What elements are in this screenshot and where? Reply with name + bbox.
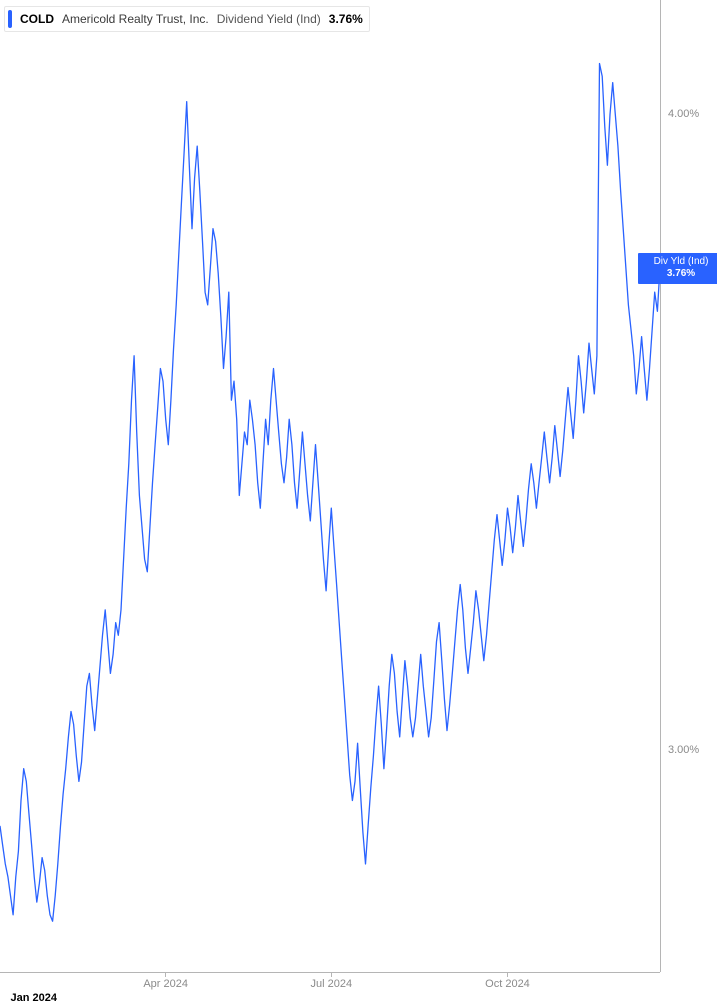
y-tick-label: 3.00% bbox=[668, 744, 699, 756]
x-tick bbox=[507, 972, 508, 977]
badge-title: Div Yld (Ind) bbox=[642, 256, 717, 268]
badge-value: 3.76% bbox=[642, 268, 717, 280]
x-tick bbox=[331, 972, 332, 977]
x-tick bbox=[165, 972, 166, 977]
x-year-label: Jan 2024 bbox=[11, 992, 57, 1004]
y-axis-line bbox=[660, 0, 661, 972]
x-tick-label: Apr 2024 bbox=[143, 978, 188, 990]
chart-plot[interactable] bbox=[0, 0, 717, 1005]
series-line bbox=[0, 64, 660, 922]
y-tick-label: 4.00% bbox=[668, 108, 699, 120]
x-tick-label: Jul 2024 bbox=[311, 978, 353, 990]
x-tick-label: Oct 2024 bbox=[485, 978, 530, 990]
last-value-badge: Div Yld (Ind) 3.76% bbox=[638, 253, 717, 284]
